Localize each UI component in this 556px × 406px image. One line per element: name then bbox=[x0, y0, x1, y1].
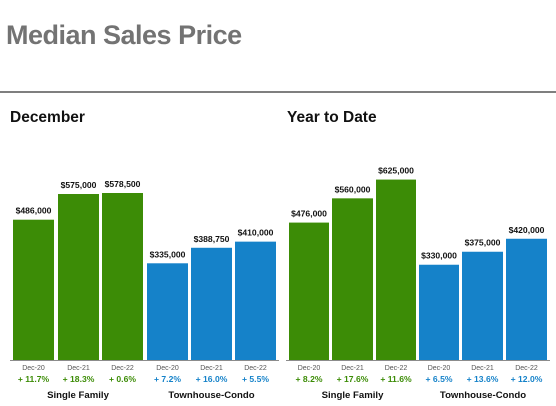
bar bbox=[235, 241, 276, 360]
percent-change-label: + 16.0% bbox=[196, 374, 228, 384]
bar-value-label: $330,000 bbox=[421, 251, 457, 261]
bar-value-label: $560,000 bbox=[335, 184, 371, 194]
december-panel-title: December bbox=[10, 109, 85, 126]
page-title: Median Sales Price bbox=[6, 20, 242, 50]
percent-change-label: + 17.6% bbox=[337, 374, 369, 384]
x-tick-label: Dec-21 bbox=[341, 365, 364, 372]
bar bbox=[506, 238, 547, 360]
ytd-panel-title: Year to Date bbox=[287, 109, 377, 126]
bar bbox=[289, 222, 329, 360]
percent-change-label: + 7.2% bbox=[154, 374, 181, 384]
title-divider bbox=[0, 91, 556, 93]
x-tick-label: Dec-21 bbox=[200, 365, 223, 372]
bar bbox=[376, 179, 416, 360]
percent-change-label: + 18.3% bbox=[63, 374, 95, 384]
percent-change-label: + 8.2% bbox=[296, 374, 323, 384]
bar bbox=[147, 263, 188, 360]
bar bbox=[58, 194, 99, 360]
x-tick-label: Dec-20 bbox=[298, 365, 321, 372]
bar-value-label: $476,000 bbox=[291, 209, 327, 219]
x-tick-label: Dec-22 bbox=[515, 365, 538, 372]
bar bbox=[462, 251, 503, 360]
bar-value-label: $625,000 bbox=[378, 166, 414, 176]
bar-value-label: $388,750 bbox=[194, 234, 230, 244]
x-tick-label: Dec-21 bbox=[471, 365, 494, 372]
bar-value-label: $578,500 bbox=[105, 179, 141, 189]
bar-value-label: $410,000 bbox=[238, 228, 274, 238]
x-tick-label: Dec-22 bbox=[385, 365, 408, 372]
bar-value-label: $486,000 bbox=[16, 206, 52, 216]
category-group-label: Single Family bbox=[322, 390, 385, 401]
x-tick-label: Dec-21 bbox=[67, 365, 90, 372]
bar-value-label: $335,000 bbox=[150, 249, 186, 259]
bar-value-label: $575,000 bbox=[61, 180, 97, 190]
percent-change-label: + 12.0% bbox=[511, 374, 543, 384]
x-tick-label: Dec-20 bbox=[156, 365, 179, 372]
percent-change-label: + 11.6% bbox=[380, 374, 412, 384]
category-group-label: Townhouse-Condo bbox=[440, 390, 526, 401]
percent-change-label: + 13.6% bbox=[467, 374, 499, 384]
category-group-label: Single Family bbox=[47, 390, 110, 401]
bar bbox=[332, 198, 373, 360]
percent-change-label: + 6.5% bbox=[426, 374, 453, 384]
percent-change-label: + 11.7% bbox=[18, 374, 50, 384]
x-tick-label: Dec-20 bbox=[22, 365, 45, 372]
bar bbox=[191, 247, 232, 360]
percent-change-label: + 0.6% bbox=[109, 374, 136, 384]
percent-change-label: + 5.5% bbox=[242, 374, 269, 384]
x-tick-label: Dec-22 bbox=[244, 365, 267, 372]
bar bbox=[102, 193, 143, 360]
category-group-label: Townhouse-Condo bbox=[168, 390, 254, 401]
x-tick-label: Dec-20 bbox=[428, 365, 451, 372]
bar-value-label: $375,000 bbox=[465, 238, 501, 248]
bar bbox=[13, 219, 54, 360]
x-tick-label: Dec-22 bbox=[111, 365, 134, 372]
bar bbox=[419, 264, 459, 360]
bar-value-label: $420,000 bbox=[509, 225, 545, 235]
